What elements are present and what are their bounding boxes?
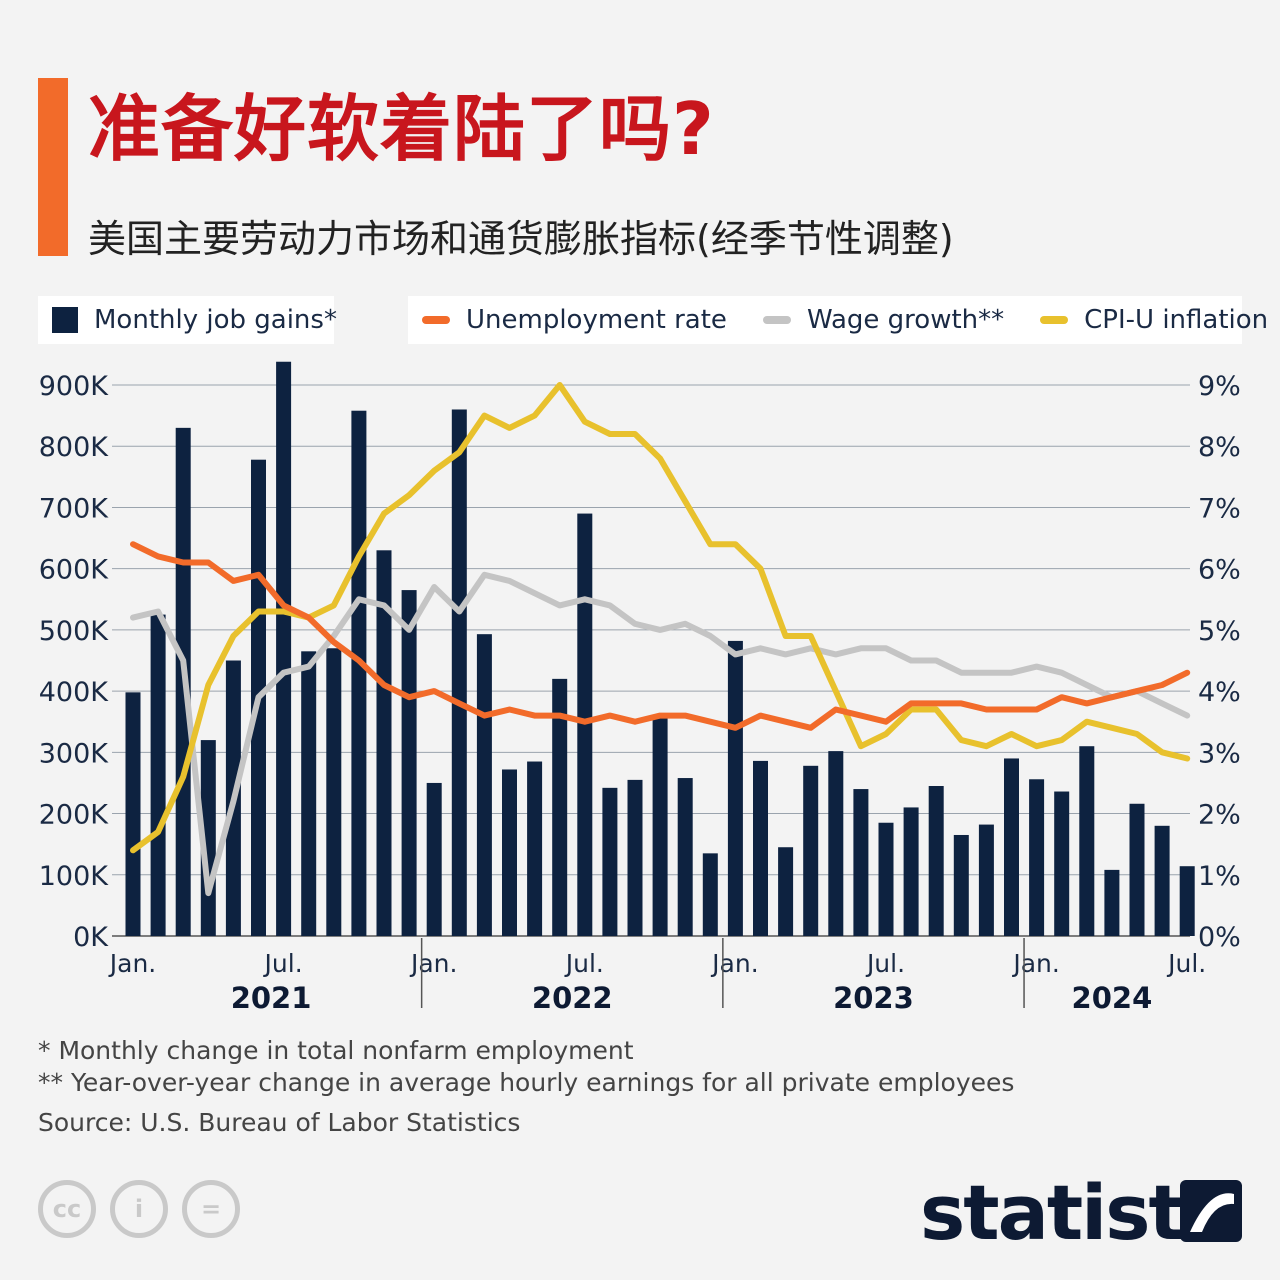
legend-label-cpi: CPI-U inflation (1084, 305, 1269, 335)
right-axis-tick-label: 8% (1198, 432, 1241, 463)
bar-job-gains (326, 648, 342, 936)
page-title: 准备好软着陆了吗? (88, 87, 715, 171)
right-axis-tick-label: 1% (1198, 861, 1241, 892)
no-derivatives-icon[interactable]: = (182, 1180, 240, 1238)
right-axis-tick-label: 3% (1198, 738, 1241, 769)
cc-icon[interactable]: cc (38, 1180, 96, 1238)
left-axis-tick-label: 0K (73, 922, 109, 953)
bar-job-gains (627, 779, 643, 936)
left-axis-tick-label: 100K (39, 861, 110, 892)
footnote-2: ** Year-over-year change in average hour… (38, 1068, 1015, 1097)
footnote-1: * Monthly change in total nonfarm employ… (38, 1036, 634, 1065)
left-axis-tick-label: 700K (39, 493, 110, 524)
bar-job-gains (1179, 866, 1195, 936)
bar-job-gains (1104, 869, 1120, 936)
bar-job-gains (401, 590, 417, 936)
x-axis-month-label: Jan. (409, 949, 457, 978)
bar-job-gains (978, 824, 994, 936)
bar-job-gains (903, 807, 919, 936)
bar-job-gains (1004, 758, 1019, 936)
left-axis-tick-label: 400K (39, 677, 110, 708)
line-unemployment-rate (130, 541, 1191, 731)
bar-job-gains (1129, 803, 1145, 936)
combo-chart: 0K 0% 100K 1% 200K 2% 300K 3% 400K 4% 500K 5% 600K 6%… (39, 361, 1241, 1015)
left-axis-tick-label: 300K (39, 738, 110, 769)
bar-job-gains (351, 410, 367, 936)
left-axis-tick-label: 200K (39, 800, 110, 831)
bar-job-gains (150, 614, 166, 936)
bar-job-gains (803, 765, 819, 936)
bar-job-gains (1054, 791, 1070, 936)
attribution-icon[interactable]: i (110, 1180, 168, 1238)
page-subtitle: 美国主要劳动力市场和通货膨胀指标(经季节性调整) (88, 217, 954, 261)
left-axis-tick-label: 900K (39, 371, 110, 402)
bar-job-gains (677, 778, 693, 936)
legend-item-unemployment: Unemployment rate (422, 305, 727, 335)
bar-job-gains (276, 361, 292, 936)
source-note: Source: U.S. Bureau of Labor Statistics (38, 1108, 521, 1137)
right-axis-tick-label: 2% (1198, 800, 1241, 831)
legend-item-cpi: CPI-U inflation (1040, 305, 1268, 335)
bar-job-gains (652, 715, 668, 936)
bar-job-gains (476, 634, 492, 936)
bar-job-gains (778, 847, 794, 936)
x-axis-month-label: Jan. (710, 949, 758, 978)
bar-job-gains (1029, 779, 1045, 936)
license-icons: cc i = (38, 1180, 240, 1238)
right-axis-tick-label: 5% (1198, 616, 1241, 647)
legend-swatch-unemployment (422, 316, 450, 324)
bar-job-gains (1154, 825, 1170, 936)
x-axis-year-label: 2021 (231, 981, 312, 1015)
right-axis-tick-label: 6% (1198, 555, 1241, 586)
legend-swatch-cpi (1040, 316, 1069, 324)
legend-swatch-job-gains (52, 307, 78, 333)
x-axis-month-label: Jan. (108, 949, 156, 978)
bar-job-gains (928, 786, 944, 936)
bar-job-gains (602, 787, 618, 936)
x-axis-year-label: 2023 (833, 981, 914, 1015)
line-wage-growth (130, 571, 1191, 897)
x-axis-month-label: Jul. (865, 949, 905, 978)
legend-lines: Unemployment rate Wage growth** CPI-U in… (408, 296, 1268, 344)
right-axis-tick-label: 9% (1198, 371, 1241, 402)
bar-job-gains (577, 513, 593, 936)
bar-job-gains (301, 651, 317, 936)
bar-job-gains (527, 761, 543, 936)
x-axis-month-label: Jul. (564, 949, 604, 978)
bar-job-gains (727, 640, 743, 936)
legend-label-unemployment: Unemployment rate (466, 305, 727, 335)
title-accent-bar (38, 78, 68, 256)
right-axis-tick-label: 0% (1198, 922, 1241, 953)
x-axis-year-label: 2024 (1072, 981, 1153, 1015)
legend-swatch-wage (762, 316, 791, 324)
statista-logo-mark-icon (1180, 1180, 1242, 1242)
bar-job-gains (502, 769, 517, 936)
x-axis-month-label: Jul. (263, 949, 303, 978)
right-axis-tick-label: 4% (1198, 677, 1241, 708)
bar-job-gains (426, 782, 442, 936)
bar-job-gains (702, 853, 718, 936)
bar-job-gains (878, 822, 894, 936)
legend-label-job-gains: Monthly job gains* (94, 305, 337, 335)
legend-item-wage: Wage growth** (762, 305, 1005, 335)
bar-job-gains (451, 409, 467, 936)
bar-job-gains (828, 751, 844, 936)
x-axis-year-label: 2022 (532, 981, 613, 1015)
legend-bars: Monthly job gains* (38, 296, 337, 344)
bar-job-gains (753, 760, 768, 936)
left-axis-tick-label: 800K (39, 432, 110, 463)
bar-job-gains (1079, 746, 1095, 936)
left-axis-tick-label: 600K (39, 555, 110, 586)
right-axis-tick-label: 7% (1198, 493, 1241, 524)
left-axis-tick-label: 500K (39, 616, 110, 647)
legend-label-wage: Wage growth** (806, 305, 1005, 335)
bar-job-gains (125, 692, 141, 936)
legend-item-job-gains: Monthly job gains* (52, 305, 337, 335)
bar-job-gains (552, 678, 568, 936)
bar-job-gains (376, 550, 392, 936)
x-axis-month-label: Jan. (1011, 949, 1059, 978)
bar-job-gains (853, 789, 869, 936)
bar-job-gains (953, 834, 969, 936)
x-axis-month-label: Jul. (1166, 949, 1206, 978)
